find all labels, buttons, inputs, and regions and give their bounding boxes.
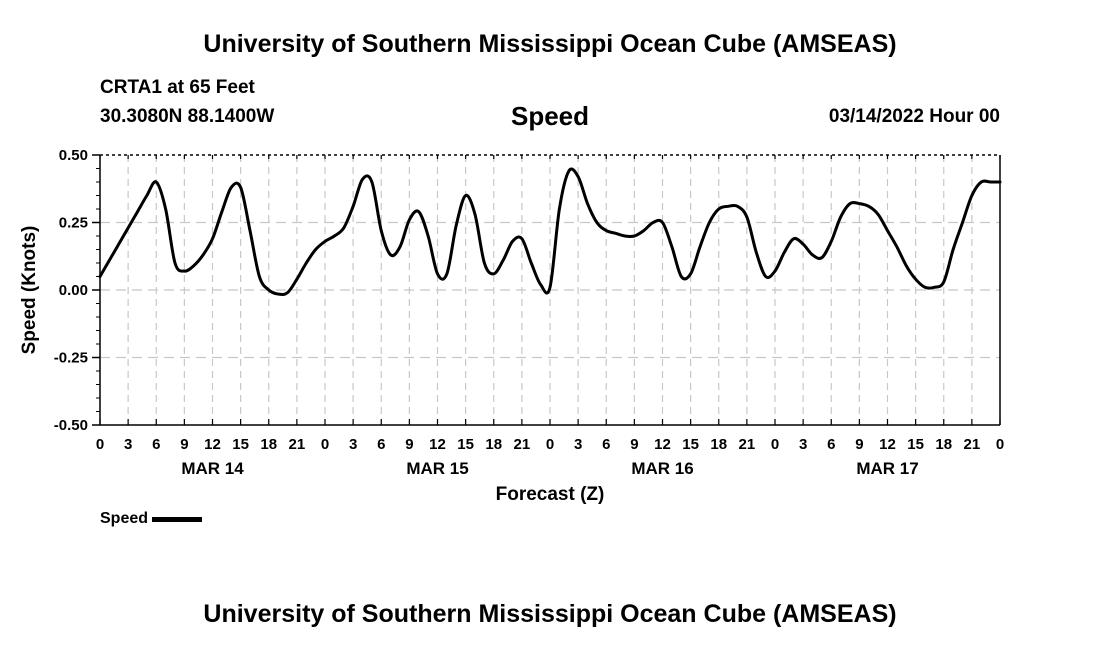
x-tick-label: 18 bbox=[710, 436, 727, 453]
station-label: CRTA1 at 65 Feet bbox=[100, 77, 255, 98]
x-tick-label: 15 bbox=[907, 436, 924, 453]
x-tick-label: 9 bbox=[180, 436, 188, 453]
x-tick-label: 6 bbox=[602, 436, 610, 453]
date-label: MAR 15 bbox=[406, 459, 468, 478]
date-label: MAR 17 bbox=[856, 459, 918, 478]
x-tick-label: 6 bbox=[152, 436, 160, 453]
forecast-datetime: 03/14/2022 Hour 00 bbox=[828, 106, 1000, 127]
chart-bottom-title: University of Southern Mississippi Ocean… bbox=[203, 600, 897, 628]
x-tick-label: 21 bbox=[964, 436, 981, 453]
legend: Speed bbox=[100, 510, 203, 528]
x-tick-label: 9 bbox=[630, 436, 638, 453]
plot-title: Speed bbox=[510, 101, 590, 131]
x-tick-label: 6 bbox=[827, 436, 835, 453]
x-tick-label: 15 bbox=[232, 436, 249, 453]
axes bbox=[92, 154, 1001, 426]
x-tick-label: 0 bbox=[996, 436, 1004, 453]
legend-label: Speed bbox=[100, 510, 149, 527]
y-tick-label: -0.25 bbox=[54, 350, 88, 367]
axis-labels: 0 3 6 9 12 15 18 21 0 3 6 9 12 15 18 21 0 3 6 9 12 15 18 21 0 3 6 9… bbox=[19, 147, 1004, 505]
x-tick-label: 0 bbox=[321, 436, 329, 453]
x-tick-label: 21 bbox=[739, 436, 756, 453]
x-tick-label: 18 bbox=[485, 436, 502, 453]
x-tick-label: 12 bbox=[429, 436, 446, 453]
date-label: MAR 14 bbox=[181, 459, 244, 478]
x-tick-label: 9 bbox=[855, 436, 863, 453]
y-tick-label: -0.50 bbox=[54, 417, 88, 434]
legend-swatch bbox=[152, 516, 203, 522]
x-tick-label: 18 bbox=[935, 436, 952, 453]
date-label: MAR 16 bbox=[631, 459, 693, 478]
y-tick-label: 0.25 bbox=[59, 215, 88, 232]
chart-main-title: University of Southern Mississippi Ocean… bbox=[203, 30, 897, 58]
x-tick-label: 12 bbox=[204, 436, 221, 453]
x-axis-title: Forecast (Z) bbox=[496, 484, 605, 505]
x-tick-label: 3 bbox=[799, 436, 807, 453]
x-tick-label: 12 bbox=[879, 436, 896, 453]
series-line-speed bbox=[98, 167, 1002, 296]
x-tick-label: 21 bbox=[514, 436, 531, 453]
x-tick-label: 15 bbox=[457, 436, 474, 453]
x-tick-label: 3 bbox=[124, 436, 132, 453]
series-layer bbox=[98, 167, 1002, 296]
x-tick-label: 21 bbox=[289, 436, 306, 453]
x-tick-label: 0 bbox=[771, 436, 779, 453]
x-tick-label: 0 bbox=[96, 436, 104, 453]
x-tick-label: 0 bbox=[546, 436, 554, 453]
x-tick-label: 12 bbox=[654, 436, 671, 453]
x-tick-label: 3 bbox=[349, 436, 357, 453]
x-tick-label: 9 bbox=[405, 436, 413, 453]
coordinates-label: 30.3080N 88.1400W bbox=[100, 106, 275, 127]
y-tick-label: 0.00 bbox=[59, 282, 88, 299]
x-tick-label: 6 bbox=[377, 436, 385, 453]
x-tick-label: 3 bbox=[574, 436, 582, 453]
x-tick-label: 18 bbox=[260, 436, 277, 453]
y-tick-label: 0.50 bbox=[59, 147, 88, 164]
y-axis-title: Speed (Knots) bbox=[19, 226, 40, 355]
x-tick-label: 15 bbox=[682, 436, 699, 453]
